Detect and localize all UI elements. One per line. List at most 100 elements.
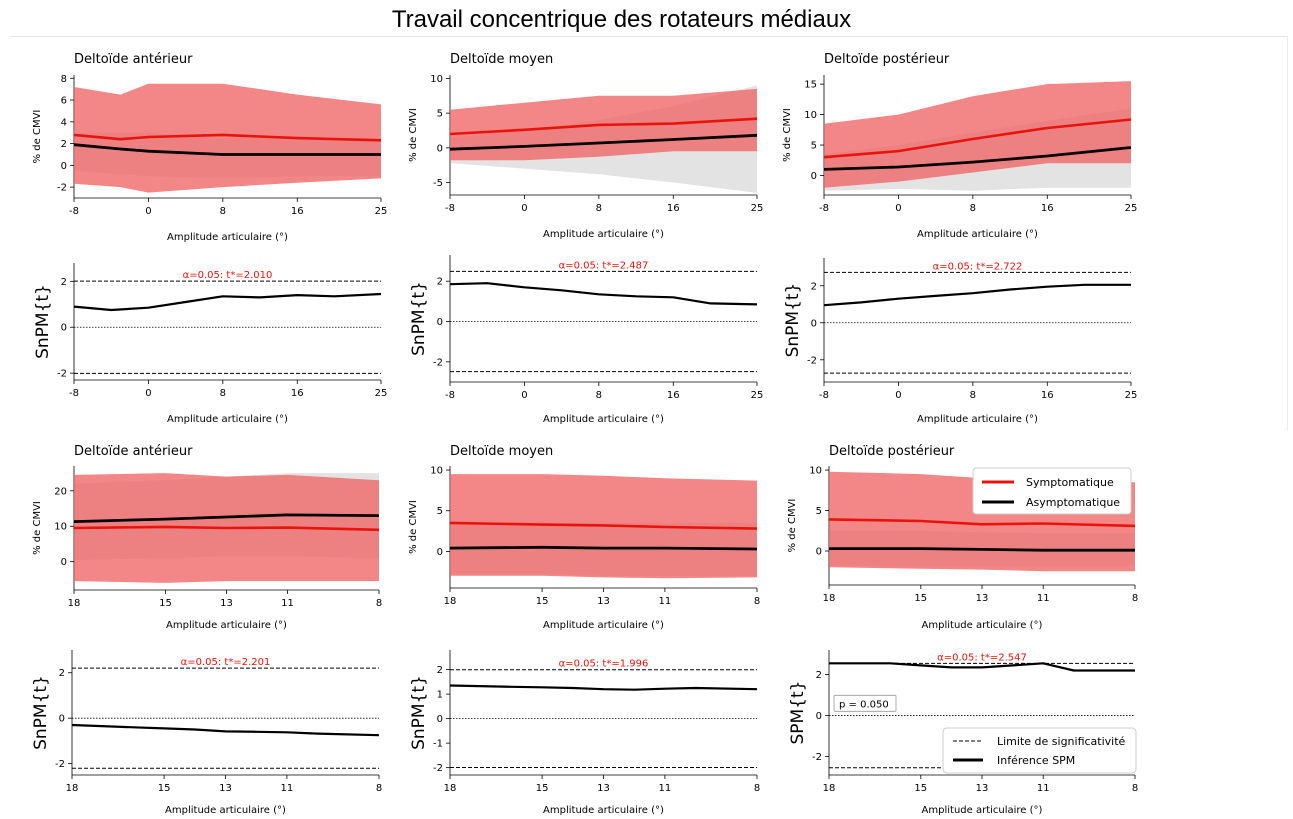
y-axis-label: % de CMVI — [787, 499, 798, 553]
y-tick-label: -2 — [812, 752, 822, 763]
x-axis-label: Amplitude articulaire (°) — [543, 805, 664, 816]
y-tick-label: 10 — [430, 466, 443, 477]
x-axis-label: Amplitude articulaire (°) — [166, 620, 287, 631]
panel-title: Deltoïde antérieur — [74, 444, 193, 459]
threshold-label: α=0.05: t*=2.722 — [933, 261, 1023, 272]
x-axis-label: Amplitude articulaire (°) — [167, 414, 288, 425]
y-tick-label: -2 — [57, 369, 67, 380]
x-tick-label: 13 — [220, 598, 233, 609]
x-tick-label: 15 — [914, 593, 927, 604]
threshold-label: α=0.05: t*=2.010 — [183, 270, 273, 281]
y-axis-label: SnPM{t} — [33, 284, 53, 359]
y-tick-label: 0 — [811, 318, 817, 329]
x-tick-label: 13 — [597, 596, 610, 607]
x-tick-label: 25 — [1125, 390, 1138, 401]
x-tick-label: 15 — [159, 598, 172, 609]
x-tick-label: 8 — [754, 596, 760, 607]
top-divider — [10, 36, 1288, 37]
panel-title: Deltoïde postérieur — [829, 444, 955, 459]
y-tick-label: 10 — [430, 74, 443, 85]
y-tick-label: 0 — [61, 557, 67, 568]
x-tick-label: 8 — [754, 783, 760, 794]
x-tick-label: 25 — [375, 388, 388, 399]
x-axis-label: Amplitude articulaire (°) — [543, 229, 664, 240]
line-asymptomatique — [73, 143, 381, 156]
y-tick-label: 0 — [816, 547, 822, 558]
x-tick-label: 11 — [659, 783, 672, 794]
x-tick-label: 13 — [976, 593, 989, 604]
x-tick-label: 8 — [376, 783, 382, 794]
x-tick-label: -8 — [445, 203, 455, 214]
x-tick-label: 0 — [521, 203, 527, 214]
x-tick-label: 8 — [1132, 593, 1138, 604]
x-axis-label: Amplitude articulaire (°) — [922, 620, 1043, 631]
line-symptomatique — [823, 118, 1132, 159]
x-tick-label: -8 — [819, 390, 829, 401]
y-tick-label: 2 — [59, 668, 65, 679]
x-tick-label: 16 — [291, 206, 304, 217]
x-tick-label: 18 — [444, 596, 457, 607]
band-symptomatique — [74, 83, 381, 193]
x-tick-label: -8 — [445, 390, 455, 401]
line-asymptomatique — [449, 133, 758, 151]
x-tick-label: 16 — [667, 390, 680, 401]
legend-spm: Limite de significativité Inférence SPM — [942, 727, 1137, 774]
x-tick-label: 8 — [970, 390, 976, 401]
x-tick-label: 16 — [667, 203, 680, 214]
y-tick-label: 2 — [437, 277, 443, 288]
y-tick-label: 0 — [437, 714, 443, 725]
x-axis-label: Amplitude articulaire (°) — [917, 229, 1038, 240]
y-axis-label: SnPM{t} — [409, 281, 429, 356]
x-tick-label: -8 — [69, 206, 79, 217]
y-tick-label: 8 — [61, 74, 67, 85]
chart-panel-7: Deltoïde antérieur 0 10 20 18 15 13 11 8 Amplitud… — [32, 444, 382, 631]
p-value-label: p = 0.050 — [839, 699, 889, 710]
y-tick-label: 5 — [816, 506, 822, 517]
x-axis-label: Amplitude articulaire (°) — [543, 414, 664, 425]
y-axis-label: % de CMVI — [32, 110, 43, 164]
line-asymptomatique — [823, 146, 1132, 171]
threshold-label: α=0.05: t*=2.201 — [181, 657, 271, 668]
y-axis-label: % de CMVI — [782, 108, 793, 162]
x-axis-label: Amplitude articulaire (°) — [922, 805, 1043, 816]
spm-trajectory — [829, 662, 1135, 672]
y-tick-label: 0 — [811, 171, 817, 182]
x-tick-label: 25 — [751, 390, 764, 401]
line-symptomatique — [73, 133, 382, 142]
y-tick-label: 0 — [61, 323, 67, 334]
legend-label: Limite de significativité — [997, 735, 1126, 748]
x-tick-label: 8 — [220, 388, 226, 399]
spm-trajectory — [449, 684, 758, 691]
panel-title: Deltoïde moyen — [450, 52, 553, 67]
y-tick-label: 10 — [804, 110, 817, 121]
x-axis-label: Amplitude articulaire (°) — [917, 414, 1038, 425]
y-axis-label: SnPM{t} — [409, 675, 429, 750]
y-tick-label: -2 — [807, 355, 817, 366]
y-tick-label: 2 — [811, 281, 817, 292]
panel-title: Deltoïde antérieur — [74, 52, 193, 67]
y-tick-label: 15 — [804, 80, 817, 91]
chart-panel-10: -2 0 2 18 15 13 11 8 Amplitude articulaire (°) Sn… — [31, 650, 382, 816]
x-tick-label: 13 — [597, 783, 610, 794]
x-tick-label: 11 — [281, 783, 294, 794]
figure-title: Travail concentrique des rotateurs média… — [391, 6, 852, 33]
x-tick-label: 0 — [145, 388, 151, 399]
x-tick-label: 8 — [220, 206, 226, 217]
y-tick-label: 5 — [437, 506, 443, 517]
panel-title: Deltoïde postérieur — [824, 52, 950, 67]
x-tick-label: -8 — [819, 203, 829, 214]
x-tick-label: 8 — [1132, 783, 1138, 794]
y-tick-label: -2 — [433, 357, 443, 368]
chart-panel-9: Deltoïde postérieur 0 5 10 18 15 13 11 8 Amplitud… — [787, 444, 1138, 631]
y-tick-label: 2 — [437, 665, 443, 676]
legend-groups: Symptomatique Asymptomatique — [972, 467, 1132, 515]
line-symptomatique — [828, 518, 1136, 528]
legend-label: Symptomatique — [1026, 476, 1114, 489]
x-tick-label: 8 — [596, 203, 602, 214]
chart-panel-4: -2 0 2 -8 0 8 16 25 Amplitude articulaire (°) SnP… — [33, 263, 387, 425]
x-tick-label: 25 — [751, 203, 764, 214]
x-tick-label: 11 — [1037, 593, 1050, 604]
chart-panel-3: Deltoïde postérieur 0 5 10 15 -8 0 8 16 25 Amplitu… — [782, 52, 1137, 240]
y-tick-label: 4 — [61, 117, 67, 128]
